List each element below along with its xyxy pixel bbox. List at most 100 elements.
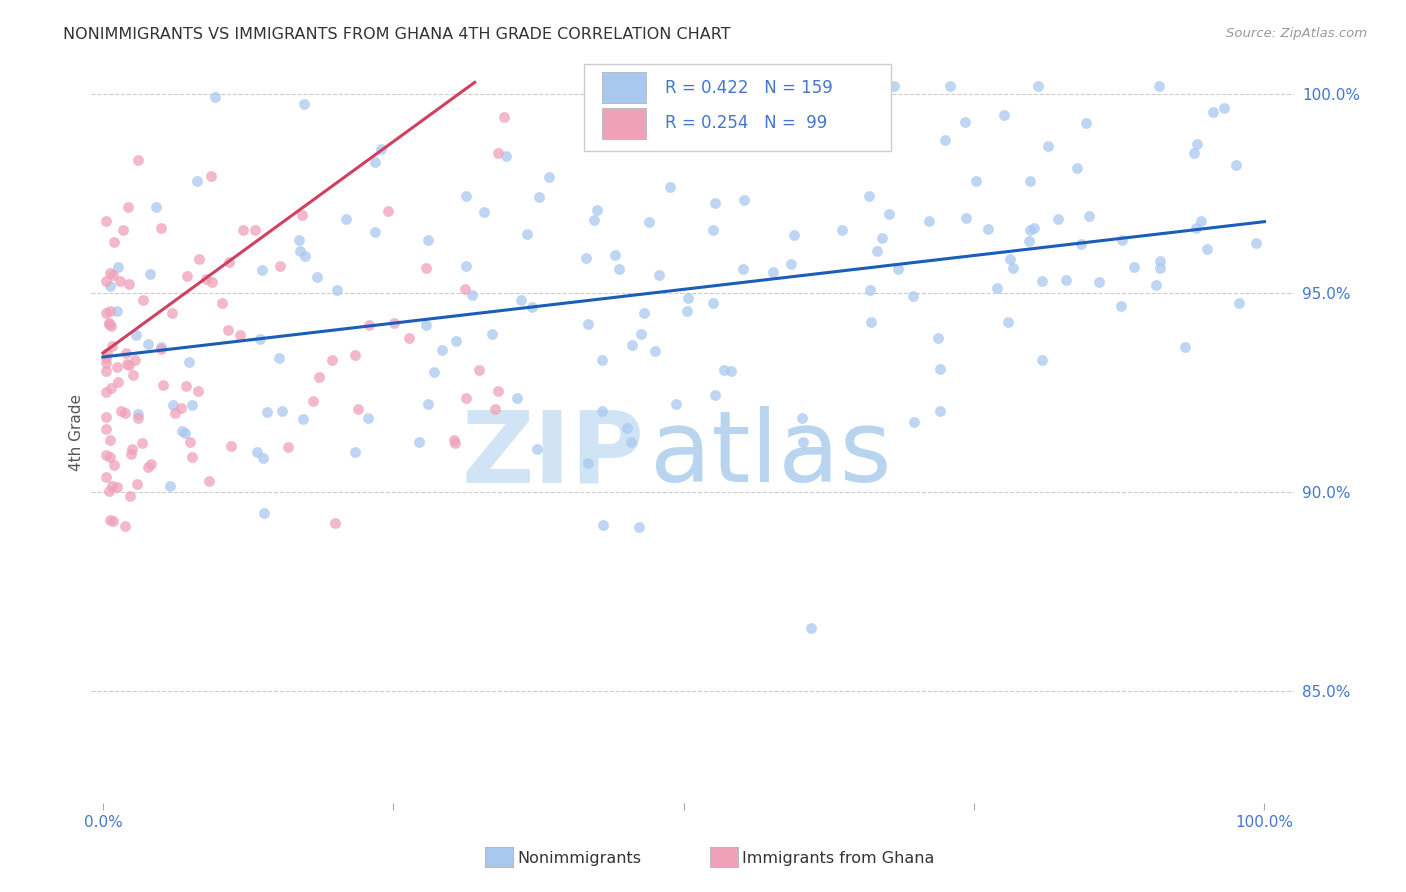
Point: [229, 328, 252, 343]
Point: [454, 282, 477, 296]
Point: [460, 287, 482, 301]
Point: [1144, 278, 1167, 293]
Point: [526, 442, 548, 456]
Point: [243, 223, 266, 237]
Point: [704, 387, 727, 401]
Point: [217, 323, 239, 337]
Point: [160, 306, 183, 320]
Point: [633, 112, 655, 127]
Point: [382, 316, 405, 330]
Point: [172, 424, 194, 438]
Point: [267, 351, 290, 365]
Point: [702, 295, 724, 310]
Point: [124, 353, 146, 368]
Point: [415, 260, 437, 275]
Point: [917, 213, 939, 227]
Point: [800, 621, 823, 635]
Point: [903, 415, 925, 429]
Point: [481, 327, 503, 342]
Point: [96, 346, 118, 360]
Point: [96, 356, 118, 370]
Point: [98, 514, 121, 528]
Point: [398, 330, 420, 344]
Point: [150, 220, 173, 235]
Point: [780, 257, 803, 271]
Point: [408, 435, 430, 450]
Point: [1031, 274, 1053, 288]
Point: [127, 153, 149, 167]
Point: [165, 406, 187, 420]
Point: [998, 252, 1021, 267]
Point: [506, 391, 529, 405]
Point: [538, 169, 561, 184]
Point: [162, 397, 184, 411]
Point: [1088, 275, 1111, 289]
Point: [370, 143, 392, 157]
Point: [249, 332, 271, 346]
Point: [111, 223, 134, 237]
Point: [1227, 295, 1250, 310]
Point: [270, 404, 292, 418]
FancyBboxPatch shape: [585, 64, 891, 152]
Point: [1149, 79, 1171, 94]
Point: [97, 317, 120, 331]
Y-axis label: 4th Grade: 4th Grade: [69, 394, 84, 471]
Point: [187, 384, 209, 398]
Point: [866, 244, 889, 258]
Point: [115, 357, 138, 371]
Point: [101, 339, 124, 353]
Point: [115, 346, 138, 360]
Point: [576, 317, 599, 331]
Point: [307, 269, 329, 284]
Point: [1031, 353, 1053, 368]
Point: [103, 235, 125, 249]
Point: [454, 391, 477, 405]
Point: [977, 222, 1000, 236]
Point: [1078, 209, 1101, 223]
Point: [592, 517, 614, 532]
Point: [630, 327, 652, 342]
Point: [877, 207, 900, 221]
Point: [357, 411, 380, 425]
Point: [620, 434, 643, 449]
Point: [179, 435, 201, 450]
Point: [96, 364, 118, 378]
Point: [204, 90, 226, 104]
Point: [364, 155, 387, 169]
Point: [98, 450, 121, 464]
Point: [131, 436, 153, 450]
Point: [288, 244, 311, 258]
Point: [720, 364, 742, 378]
Point: [114, 519, 136, 533]
Point: [124, 328, 146, 343]
Point: [616, 421, 638, 435]
Point: [628, 520, 651, 534]
Point: [100, 381, 122, 395]
Point: [136, 337, 159, 351]
Point: [103, 268, 125, 282]
Point: [486, 146, 509, 161]
Point: [883, 79, 905, 94]
Point: [1001, 260, 1024, 275]
Point: [468, 362, 491, 376]
Point: [250, 263, 273, 277]
Point: [288, 233, 311, 247]
Point: [321, 353, 343, 368]
Point: [586, 202, 609, 217]
Point: [583, 212, 606, 227]
Point: [702, 223, 724, 237]
Point: [197, 475, 219, 489]
Point: [516, 227, 538, 241]
Point: [782, 227, 804, 242]
Point: [292, 97, 315, 112]
Point: [607, 262, 630, 277]
Point: [377, 204, 399, 219]
Point: [180, 450, 202, 465]
Point: [659, 180, 682, 194]
Point: [107, 376, 129, 390]
Point: [647, 268, 669, 283]
Point: [929, 361, 952, 376]
Point: [1054, 273, 1077, 287]
Point: [1182, 145, 1205, 160]
Point: [256, 405, 278, 419]
